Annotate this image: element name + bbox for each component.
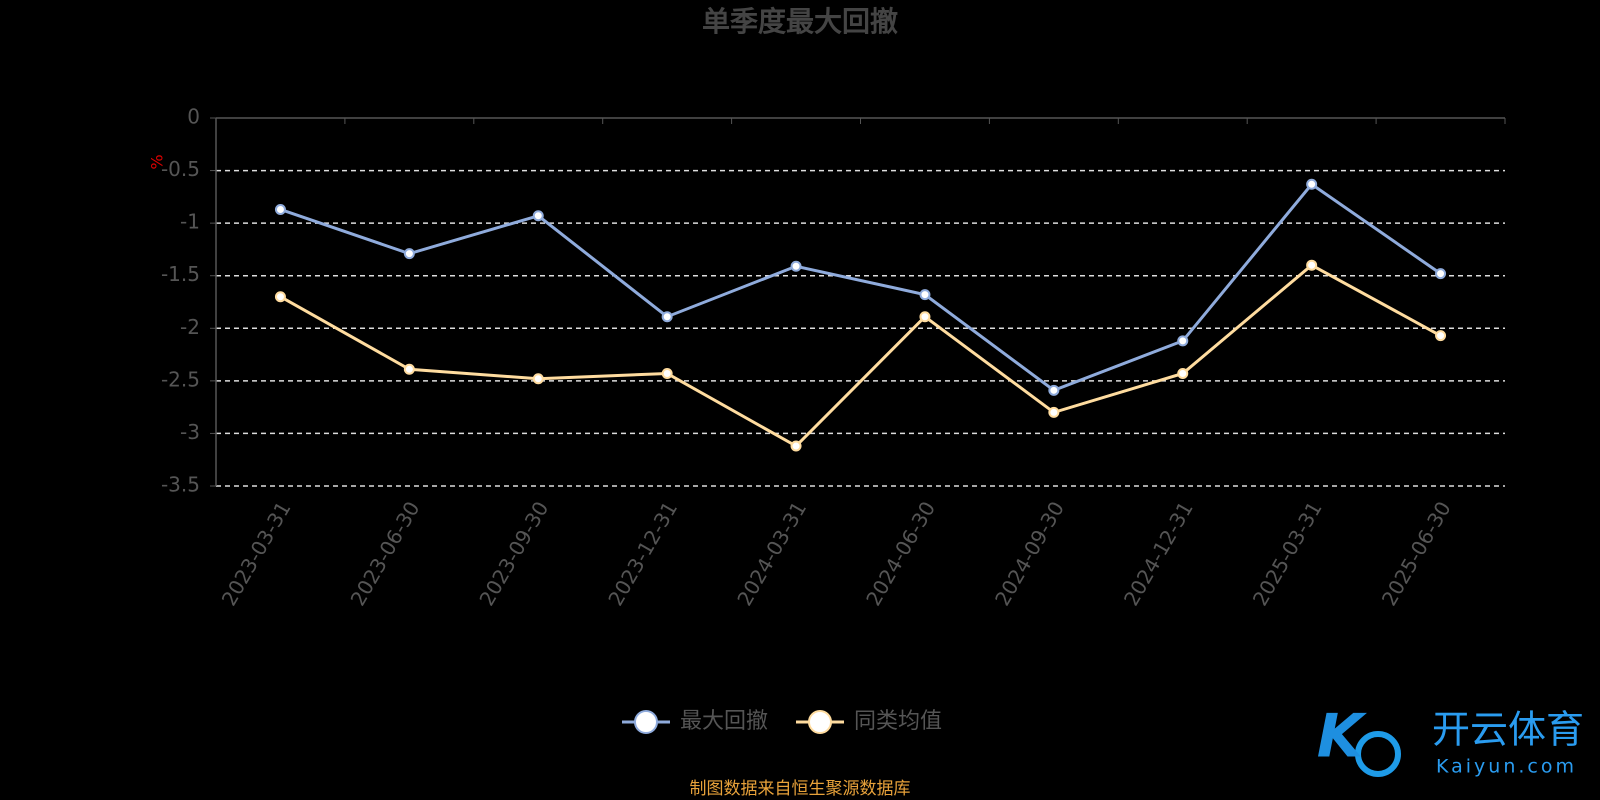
watermark-brand: 开云体育 xyxy=(1432,708,1584,752)
data-point xyxy=(274,291,286,303)
logo-k: K xyxy=(1317,702,1368,772)
data-point xyxy=(403,363,415,375)
legend-marker xyxy=(634,710,658,734)
data-point xyxy=(790,260,802,272)
y-tick-label: -3.5 xyxy=(161,473,200,497)
data-point xyxy=(1306,178,1318,190)
data-point xyxy=(274,203,286,215)
legend-label: 最大回撤 xyxy=(680,709,768,734)
data-point xyxy=(1048,406,1060,418)
y-tick-label: 0 xyxy=(187,105,200,129)
chart-title: 单季度最大回撤 xyxy=(702,5,898,38)
data-point xyxy=(790,440,802,452)
y-tick-label: -3 xyxy=(180,420,200,444)
logo-ball xyxy=(1355,731,1401,777)
watermark: K 开云体育 Kaiyun.com xyxy=(1317,702,1584,778)
data-point xyxy=(1177,367,1189,379)
legend-item: 最大回撤 xyxy=(622,709,768,734)
y-tick-label: -0.5 xyxy=(161,157,200,181)
legend-marker xyxy=(808,710,832,734)
data-point xyxy=(1435,268,1447,280)
data-point xyxy=(1048,384,1060,396)
data-point xyxy=(661,311,673,323)
source-note: 制图数据来自恒生聚源数据库 xyxy=(690,779,911,799)
data-point xyxy=(919,289,931,301)
y-tick-label: -2 xyxy=(180,315,200,339)
data-point xyxy=(532,373,544,385)
y-tick-label: -1 xyxy=(180,210,200,234)
legend-item: 同类均值 xyxy=(796,709,942,734)
data-point xyxy=(403,248,415,260)
data-point xyxy=(919,311,931,323)
series-line xyxy=(279,182,1442,393)
y-tick-label: -1.5 xyxy=(161,262,200,286)
legend-label: 同类均值 xyxy=(854,709,942,734)
watermark-url: Kaiyun.com xyxy=(1436,756,1577,778)
data-point xyxy=(1435,330,1447,342)
series-line xyxy=(279,263,1442,448)
y-tick-label: -2.5 xyxy=(161,367,200,391)
data-point xyxy=(661,367,673,379)
data-point xyxy=(1177,335,1189,347)
data-point xyxy=(1306,259,1318,271)
data-point xyxy=(532,210,544,222)
y-unit: % xyxy=(148,154,167,169)
